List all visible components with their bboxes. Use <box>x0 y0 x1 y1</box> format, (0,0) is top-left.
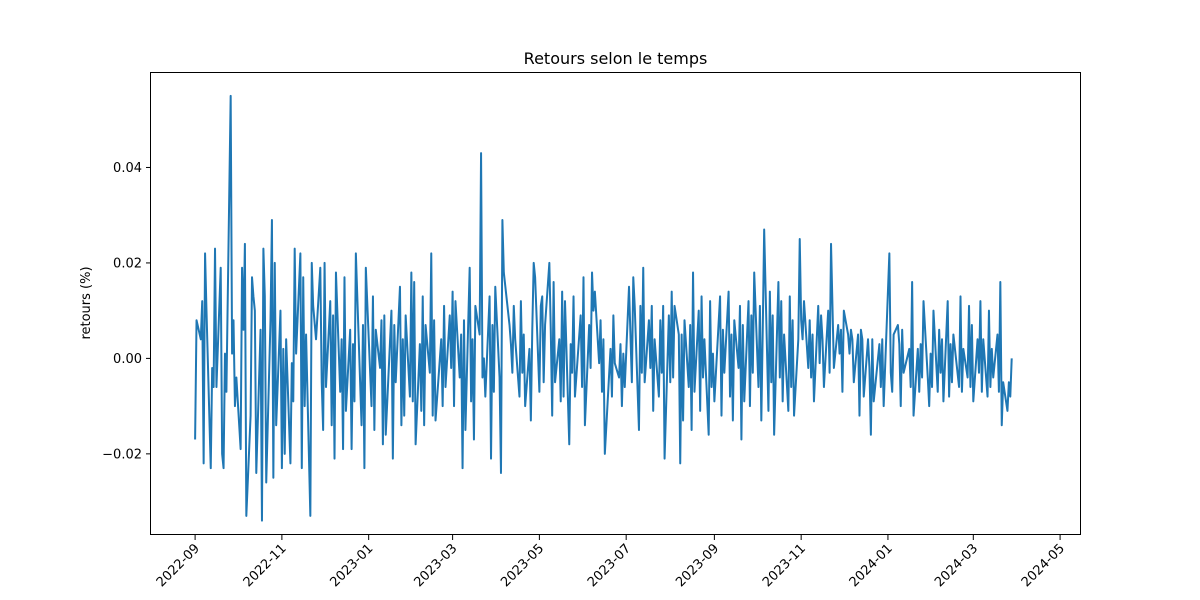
y-tick-label: −0.02 <box>102 447 142 462</box>
plot-frame <box>150 72 1081 535</box>
chart-title: Retours selon le temps <box>524 49 708 68</box>
series-line-0 <box>194 94 1013 522</box>
plot-area <box>194 94 1013 522</box>
y-tick-label: 0.00 <box>113 352 142 367</box>
y-axis-label: retours (%) <box>79 266 94 339</box>
y-axis: −0.02 0.00 0.02 0.04 <box>102 161 151 462</box>
y-tick-label: 0.04 <box>113 161 142 176</box>
y-tick-label: 0.02 <box>113 256 142 271</box>
